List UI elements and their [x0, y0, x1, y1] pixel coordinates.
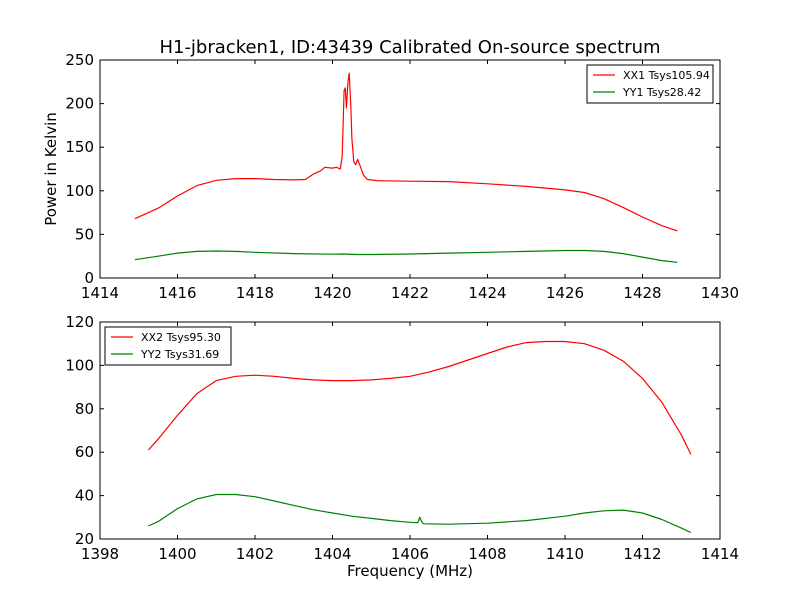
y-tick-label: 80	[75, 400, 94, 418]
x-tick-label: 1418	[236, 284, 274, 302]
y-tick-label: 200	[65, 95, 94, 113]
series-line-1-2	[134, 249, 678, 263]
x-axis-label: Frequency (MHz)	[347, 562, 473, 580]
y-tick-label: 100	[65, 182, 94, 200]
x-tick-label: 1424	[468, 284, 506, 302]
legend-box	[104, 326, 232, 366]
y-tick-label: 100	[65, 356, 94, 374]
x-tick-label: 1410	[546, 545, 584, 563]
y-tick-label: 20	[75, 530, 94, 548]
x-tick-label: 1414	[701, 545, 739, 563]
y-tick-label: 120	[65, 313, 94, 331]
legend-1: XX1 Tsys105.94 YY1 Tsys28.42	[586, 64, 714, 104]
x-tick-label: 1402	[236, 545, 274, 563]
legend-box	[586, 64, 714, 104]
x-tick-label: 1416	[158, 284, 196, 302]
x-tick-label: 1428	[623, 284, 661, 302]
series-line-1-1	[134, 72, 678, 232]
y-tick-label: 0	[84, 269, 94, 287]
y-tick-label: 50	[75, 225, 94, 243]
series-line-2-1	[147, 340, 692, 455]
legend-label: YY2 Tsys31.69	[140, 348, 219, 361]
y-tick-label: 40	[75, 487, 94, 505]
plot-1: 1414 1416 1418 1420 1422 1424 1426 1428 1430 0 50 1…	[42, 51, 739, 302]
x-tick-label: 1406	[391, 545, 429, 563]
y-tick-label: 250	[65, 51, 94, 69]
plot-2: 1398 1400 1402 1404 1406 1408 1410 1412 1414 20 40…	[65, 313, 739, 580]
x-tick-label: 1430	[701, 284, 739, 302]
x-tick-label: 1400	[158, 545, 196, 563]
legend-label: YY1 Tsys28.42	[622, 86, 701, 99]
legend-label: XX2 Tsys95.30	[141, 331, 221, 344]
y-tick-label: 60	[75, 443, 94, 461]
x-tick-label: 1404	[313, 545, 351, 563]
x-tick-label: 1408	[468, 545, 506, 563]
x-tick-label: 1398	[81, 545, 119, 563]
x-tick-label: 1426	[546, 284, 584, 302]
x-tick-label: 1412	[623, 545, 661, 563]
y-axis-label: Power in Kelvin	[42, 112, 60, 226]
x-tick-label: 1422	[391, 284, 429, 302]
legend-label: XX1 Tsys105.94	[623, 69, 710, 82]
x-tick-label: 1414	[81, 284, 119, 302]
y-tick-label: 150	[65, 138, 94, 156]
plots-layer: 1414 1416 1418 1420 1422 1424 1426 1428 1430 0 50 1…	[42, 51, 739, 580]
x-tick-label: 1420	[313, 284, 351, 302]
series-line-2-2	[148, 493, 692, 534]
legend-2: XX2 Tsys95.30 YY2 Tsys31.69	[104, 326, 232, 366]
chart-title: H1-jbracken1, ID:43439 Calibrated On-sou…	[159, 37, 660, 58]
